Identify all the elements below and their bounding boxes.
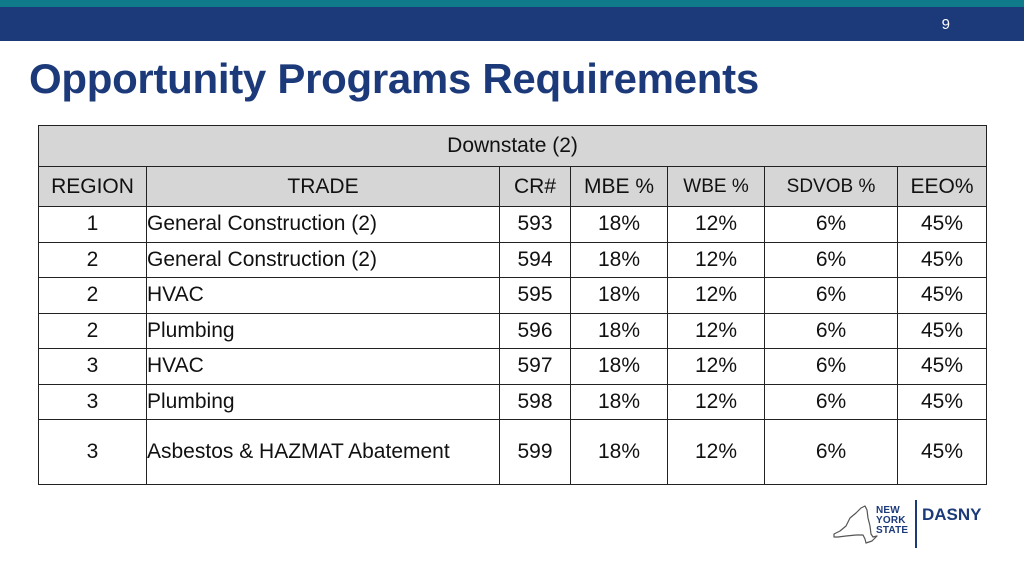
cell-trade: HVAC bbox=[146, 348, 500, 385]
new-york-state-wordmark: NEW YORK STATE bbox=[876, 506, 908, 536]
header-eeo: EEO% bbox=[896, 166, 988, 207]
requirements-table: Downstate (2) REGION TRADE CR# MBE % WBE… bbox=[37, 125, 988, 485]
header-sdvob: SDVOB % bbox=[764, 166, 898, 207]
cell-eeo: 45% bbox=[896, 312, 988, 349]
cell-region: 3 bbox=[38, 419, 147, 485]
cell-wbe: 12% bbox=[667, 206, 765, 243]
cell-cr-number: 595 bbox=[499, 277, 571, 314]
table-row: 2 General Construction (2) 594 18% 12% 6… bbox=[38, 241, 988, 278]
cell-trade: HVAC bbox=[146, 277, 500, 314]
table-row: 3 Plumbing 598 18% 12% 6% 45% bbox=[38, 383, 988, 420]
header-bar: 9 bbox=[0, 7, 1024, 41]
nys-line-2: YORK bbox=[876, 515, 906, 526]
cell-trade: General Construction (2) bbox=[146, 206, 500, 243]
cell-trade: Asbestos & HAZMAT Abatement bbox=[146, 419, 500, 485]
top-accent-stripe bbox=[0, 0, 1024, 7]
cell-mbe: 18% bbox=[570, 312, 668, 349]
header-cr-number: CR# bbox=[499, 166, 571, 207]
table-row: 3 Asbestos & HAZMAT Abatement 599 18% 12… bbox=[38, 419, 988, 485]
cell-eeo: 45% bbox=[896, 277, 988, 314]
cell-sdvob: 6% bbox=[764, 383, 898, 420]
cell-eeo: 45% bbox=[896, 383, 988, 420]
cell-eeo: 45% bbox=[896, 348, 988, 385]
cell-sdvob: 6% bbox=[764, 241, 898, 278]
slide-title: Opportunity Programs Requirements bbox=[29, 55, 759, 102]
cell-eeo: 45% bbox=[896, 206, 988, 243]
cell-mbe: 18% bbox=[570, 419, 668, 485]
cell-mbe: 18% bbox=[570, 277, 668, 314]
cell-eeo: 45% bbox=[896, 241, 988, 278]
cell-sdvob: 6% bbox=[764, 312, 898, 349]
table-row: 2 Plumbing 596 18% 12% 6% 45% bbox=[38, 312, 988, 349]
page-number: 9 bbox=[941, 16, 950, 33]
nys-dasny-logo: NEW YORK STATE DASNY bbox=[832, 498, 992, 550]
cell-region: 2 bbox=[38, 241, 147, 278]
header-mbe: MBE % bbox=[570, 166, 668, 207]
cell-mbe: 18% bbox=[570, 206, 668, 243]
cell-cr-number: 599 bbox=[499, 419, 571, 485]
cell-region: 2 bbox=[38, 312, 147, 349]
cell-cr-number: 598 bbox=[499, 383, 571, 420]
cell-trade: General Construction (2) bbox=[146, 241, 500, 278]
cell-cr-number: 594 bbox=[499, 241, 571, 278]
cell-trade: Plumbing bbox=[146, 383, 500, 420]
cell-wbe: 12% bbox=[667, 348, 765, 385]
cell-mbe: 18% bbox=[570, 383, 668, 420]
cell-region: 1 bbox=[38, 206, 147, 243]
cell-region: 3 bbox=[38, 348, 147, 385]
region-band-title: Downstate (2) bbox=[37, 125, 988, 167]
table-row: 3 HVAC 597 18% 12% 6% 45% bbox=[38, 348, 988, 385]
cell-region: 2 bbox=[38, 277, 147, 314]
cell-wbe: 12% bbox=[667, 241, 765, 278]
cell-cr-number: 597 bbox=[499, 348, 571, 385]
cell-mbe: 18% bbox=[570, 241, 668, 278]
header-region: REGION bbox=[38, 166, 147, 207]
cell-sdvob: 6% bbox=[764, 419, 898, 485]
table-row: 1 General Construction (2) 593 18% 12% 6… bbox=[38, 206, 988, 243]
cell-wbe: 12% bbox=[667, 419, 765, 485]
cell-cr-number: 596 bbox=[499, 312, 571, 349]
header-wbe: WBE % bbox=[667, 166, 765, 207]
cell-wbe: 12% bbox=[667, 277, 765, 314]
nys-line-1: NEW bbox=[876, 505, 900, 516]
nys-line-3: STATE bbox=[876, 525, 909, 536]
new-york-state-map-icon bbox=[833, 505, 878, 544]
cell-region: 3 bbox=[38, 383, 147, 420]
cell-sdvob: 6% bbox=[764, 348, 898, 385]
cell-trade: Plumbing bbox=[146, 312, 500, 349]
cell-wbe: 12% bbox=[667, 312, 765, 349]
cell-sdvob: 6% bbox=[764, 206, 898, 243]
table-row: 2 HVAC 595 18% 12% 6% 45% bbox=[38, 277, 988, 314]
dasny-wordmark: DASNY bbox=[922, 505, 982, 524]
cell-wbe: 12% bbox=[667, 383, 765, 420]
cell-mbe: 18% bbox=[570, 348, 668, 385]
cell-sdvob: 6% bbox=[764, 277, 898, 314]
cell-cr-number: 593 bbox=[499, 206, 571, 243]
cell-eeo: 45% bbox=[896, 419, 988, 485]
logo-divider bbox=[915, 500, 917, 548]
header-trade: TRADE bbox=[146, 166, 500, 207]
